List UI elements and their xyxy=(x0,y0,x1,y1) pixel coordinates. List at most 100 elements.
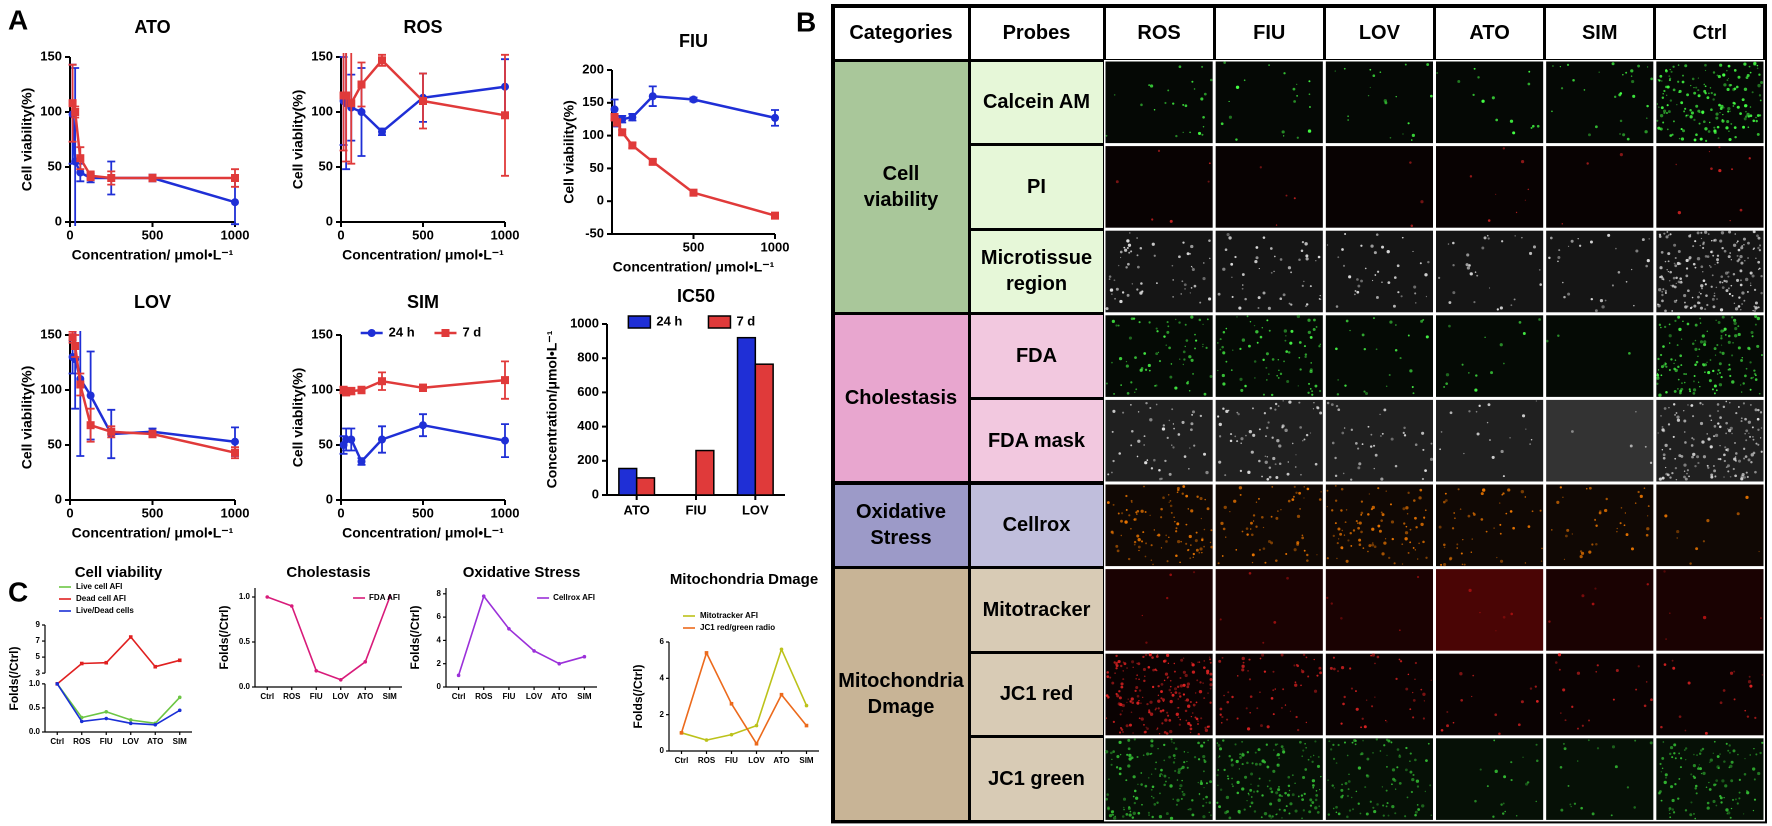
image-dot xyxy=(1252,433,1256,437)
x-tick-label: ROS xyxy=(73,737,91,746)
image-dot xyxy=(1658,106,1660,108)
image-dot xyxy=(1673,285,1677,289)
image-dot xyxy=(1343,67,1346,70)
image-dot xyxy=(1723,327,1727,331)
image-dot xyxy=(1396,264,1400,268)
image-dot xyxy=(1721,119,1724,121)
image-dot xyxy=(1420,200,1424,204)
image-dot xyxy=(1572,78,1575,82)
image-dot xyxy=(1263,412,1267,415)
image-dot xyxy=(1231,783,1233,785)
image-dot xyxy=(1659,266,1663,270)
image-dot xyxy=(1729,764,1733,768)
image-dot xyxy=(1188,355,1192,359)
image-dot xyxy=(1645,264,1648,268)
image-dot xyxy=(1657,357,1660,361)
image-dot xyxy=(1197,720,1199,722)
image-dot xyxy=(1760,80,1764,85)
image-dot xyxy=(1261,327,1263,329)
image-dot xyxy=(1228,816,1232,820)
image-dot xyxy=(1296,95,1298,97)
image-dot xyxy=(1307,129,1312,133)
image-dot xyxy=(1241,753,1245,757)
image-dot xyxy=(1371,705,1374,708)
image-dot xyxy=(1190,428,1193,432)
image-dot xyxy=(1404,537,1408,541)
image-dot xyxy=(1551,110,1553,113)
image-dot xyxy=(1425,295,1428,298)
image-dot xyxy=(1562,742,1565,745)
image-dot xyxy=(1130,403,1132,406)
image-dot xyxy=(1254,260,1258,264)
image-dot xyxy=(1264,561,1267,564)
cell-text: Calcein AM xyxy=(970,61,1103,144)
x-tick-label: SIM xyxy=(173,737,188,746)
image-dot xyxy=(1737,406,1740,408)
image-dot xyxy=(1712,369,1715,373)
image-dot xyxy=(1693,304,1697,308)
image-dot xyxy=(1337,256,1340,259)
image-dot xyxy=(1535,743,1538,746)
image-dot xyxy=(1719,796,1723,800)
image-dot xyxy=(1645,533,1649,537)
image-dot xyxy=(1672,811,1676,814)
image-dot xyxy=(1135,511,1138,514)
image-dot xyxy=(1681,80,1685,84)
image-dot xyxy=(1741,245,1743,247)
image-dot xyxy=(1751,91,1754,94)
image-dot xyxy=(1143,730,1147,734)
image-dot xyxy=(1153,254,1156,257)
image-dot xyxy=(1699,767,1702,771)
image-dot xyxy=(1335,305,1339,308)
image-dot xyxy=(1578,244,1582,247)
image-dot xyxy=(1222,527,1226,531)
image-dot xyxy=(1372,752,1374,754)
image-dot xyxy=(1223,61,1226,64)
image-dot xyxy=(1111,293,1113,295)
image-dot xyxy=(1732,243,1737,247)
image-tile xyxy=(1325,399,1433,482)
cell-text: Mitochondria Dmage xyxy=(834,569,968,820)
image-dot xyxy=(1676,537,1678,539)
image-dot xyxy=(1697,355,1699,358)
image-dot xyxy=(1661,96,1665,99)
image-dot xyxy=(1231,777,1233,780)
image-tile xyxy=(1215,653,1323,736)
image-dot xyxy=(1723,279,1726,283)
image-dot xyxy=(1165,534,1168,537)
image-dot xyxy=(1266,765,1270,769)
image-dot xyxy=(1277,358,1280,361)
marker xyxy=(342,388,351,397)
y-tick-label: 2 xyxy=(660,710,665,719)
image-dot xyxy=(1275,516,1279,520)
image-dot xyxy=(1198,318,1202,322)
image-dot xyxy=(1721,281,1724,284)
image-dot xyxy=(1358,538,1362,542)
image-dot xyxy=(1595,670,1598,673)
image-dot xyxy=(1715,286,1718,289)
image-dot xyxy=(1222,407,1225,410)
image-dot xyxy=(1136,509,1140,513)
image-dot xyxy=(1151,815,1154,819)
image-dot xyxy=(1142,667,1146,671)
image-dot xyxy=(1710,108,1713,112)
image-dot xyxy=(1751,274,1755,278)
image-dot xyxy=(1266,319,1269,322)
image-dot xyxy=(1277,510,1279,512)
image-dot xyxy=(1307,318,1311,322)
image-dot xyxy=(1345,509,1348,511)
image-dot xyxy=(1291,793,1295,797)
image-dot xyxy=(1619,92,1623,95)
image-dot xyxy=(1298,258,1301,261)
image-dot xyxy=(1365,391,1369,396)
marker xyxy=(419,383,427,392)
image-dot xyxy=(1448,301,1452,304)
image-dot xyxy=(1477,76,1480,79)
image-dot xyxy=(1140,103,1143,107)
table-cell: LOV xyxy=(1325,7,1433,59)
image-dot xyxy=(1289,802,1293,806)
y-tick-label: 150 xyxy=(40,326,62,341)
image-dot xyxy=(1422,448,1425,451)
image-dot xyxy=(1222,267,1226,271)
image-dot xyxy=(1700,265,1704,269)
